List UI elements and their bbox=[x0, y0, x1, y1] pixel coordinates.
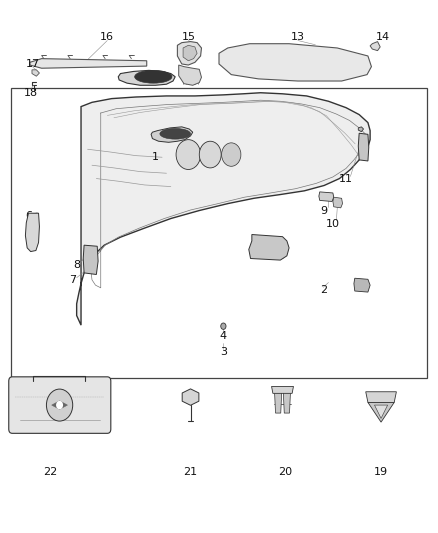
Polygon shape bbox=[179, 65, 201, 85]
Polygon shape bbox=[83, 245, 98, 274]
Text: 22: 22 bbox=[43, 467, 57, 477]
Polygon shape bbox=[52, 401, 67, 409]
Polygon shape bbox=[151, 127, 193, 142]
Text: 11: 11 bbox=[339, 174, 353, 183]
Polygon shape bbox=[366, 392, 396, 402]
Polygon shape bbox=[183, 45, 197, 61]
Bar bbox=[11, 88, 427, 378]
Polygon shape bbox=[358, 127, 364, 132]
Polygon shape bbox=[182, 389, 199, 405]
Text: 9: 9 bbox=[321, 206, 328, 215]
Circle shape bbox=[199, 141, 221, 168]
Circle shape bbox=[46, 389, 73, 421]
Polygon shape bbox=[30, 59, 147, 68]
Polygon shape bbox=[12, 381, 107, 429]
Polygon shape bbox=[219, 44, 371, 81]
Circle shape bbox=[221, 323, 226, 329]
Polygon shape bbox=[118, 70, 175, 85]
Polygon shape bbox=[32, 70, 39, 76]
Polygon shape bbox=[283, 393, 290, 413]
Circle shape bbox=[56, 401, 63, 409]
Circle shape bbox=[176, 140, 201, 169]
Text: 16: 16 bbox=[100, 33, 114, 42]
Text: 18: 18 bbox=[24, 88, 38, 98]
Polygon shape bbox=[272, 386, 293, 393]
Text: 4: 4 bbox=[220, 331, 227, 341]
Text: 8: 8 bbox=[73, 260, 80, 270]
Ellipse shape bbox=[160, 128, 191, 139]
FancyBboxPatch shape bbox=[9, 377, 111, 433]
Polygon shape bbox=[370, 42, 380, 51]
Text: 14: 14 bbox=[376, 33, 390, 42]
Polygon shape bbox=[333, 197, 343, 208]
Polygon shape bbox=[319, 192, 334, 201]
Text: 3: 3 bbox=[220, 347, 227, 357]
Polygon shape bbox=[354, 278, 370, 292]
Text: 19: 19 bbox=[374, 467, 388, 477]
Text: 20: 20 bbox=[278, 467, 292, 477]
Text: 6: 6 bbox=[25, 211, 32, 221]
Text: 13: 13 bbox=[291, 33, 305, 42]
Text: 21: 21 bbox=[184, 467, 198, 477]
Text: 17: 17 bbox=[26, 59, 40, 69]
Text: 1: 1 bbox=[152, 152, 159, 162]
Ellipse shape bbox=[134, 70, 172, 83]
Polygon shape bbox=[25, 213, 39, 252]
Polygon shape bbox=[374, 405, 388, 418]
Polygon shape bbox=[358, 133, 369, 161]
Polygon shape bbox=[77, 93, 370, 325]
Text: 7: 7 bbox=[69, 275, 76, 285]
Polygon shape bbox=[275, 393, 282, 413]
Text: 5: 5 bbox=[132, 76, 139, 86]
Text: 12: 12 bbox=[264, 246, 278, 255]
Polygon shape bbox=[177, 42, 201, 65]
Polygon shape bbox=[368, 402, 394, 422]
Text: 2: 2 bbox=[321, 286, 328, 295]
Text: 10: 10 bbox=[326, 219, 340, 229]
Circle shape bbox=[222, 143, 241, 166]
Polygon shape bbox=[249, 235, 289, 260]
Text: 15: 15 bbox=[181, 33, 195, 42]
